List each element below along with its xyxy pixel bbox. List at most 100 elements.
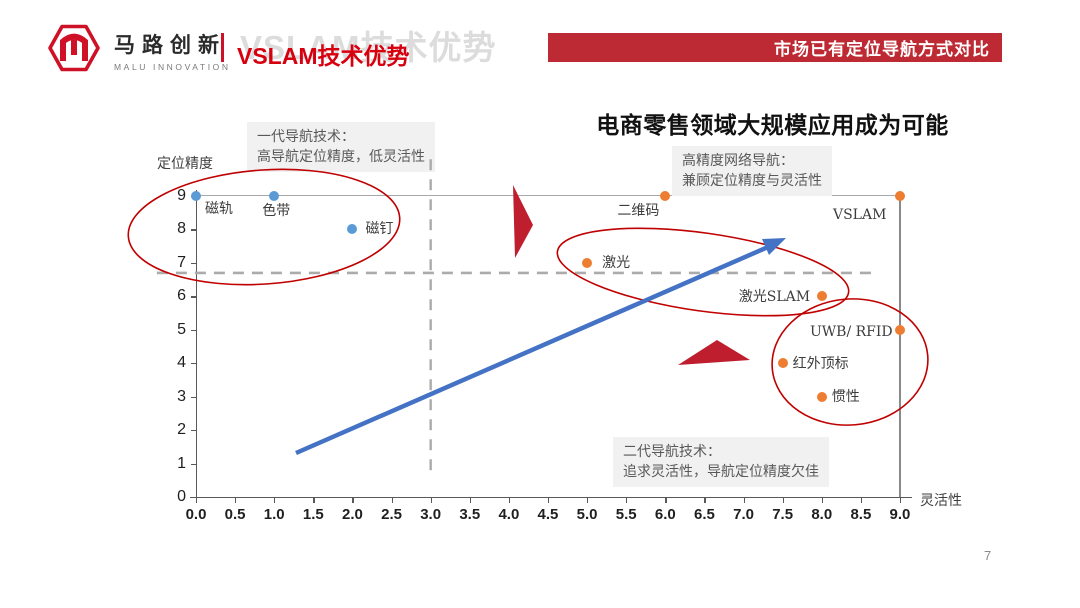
x-tick-mark — [704, 498, 706, 503]
y-tick-label: 5 — [177, 320, 186, 338]
annotation-line: 一代导航技术： — [257, 129, 355, 145]
data-point-label: 红外顶标 — [792, 356, 849, 373]
x-tick-label: 1.0 — [263, 506, 285, 523]
up-pointing-triangle — [678, 340, 750, 365]
title-divider — [221, 33, 224, 62]
x-tick-label: 1.5 — [302, 506, 324, 523]
data-point-label: 激光SLAM — [738, 289, 811, 306]
page-number: 7 — [984, 548, 992, 563]
y-tick-label: 2 — [177, 421, 186, 439]
y-tick-mark — [191, 196, 196, 198]
y-tick-mark — [191, 329, 196, 331]
x-tick-mark — [274, 498, 276, 503]
chart-title: 电商零售领域大规模应用成为可能 — [596, 112, 949, 139]
annotation-high-precision: 高精度网络导航： 兼顾定位精度与灵活性 — [672, 146, 832, 196]
x-tick-label: 6.0 — [654, 506, 676, 523]
y-tick-label: 6 — [177, 287, 186, 305]
y-tick-mark — [191, 296, 196, 298]
y-tick-mark — [191, 396, 196, 398]
x-tick-mark — [313, 498, 315, 503]
data-point-label: 激光 — [602, 254, 631, 271]
x-axis-label: 灵活性 — [920, 493, 962, 509]
x-tick-mark — [508, 498, 511, 503]
x-tick-label: 0.0 — [185, 506, 207, 523]
data-point-label: 磁轨 — [205, 201, 233, 217]
trend-arrow-head — [762, 238, 786, 255]
y-tick-label: 8 — [177, 220, 186, 238]
data-point-label: 磁钉 — [365, 221, 394, 238]
x-tick-mark — [821, 498, 823, 503]
x-tick-label: 4.5 — [537, 506, 559, 523]
x-tick-mark — [235, 498, 237, 503]
annotation-line: 追求灵活性，导航定位精度欠佳 — [623, 464, 819, 480]
x-tick-label: 5.0 — [576, 506, 598, 523]
x-tick-label: 9.0 — [889, 506, 911, 523]
data-point-红外顶标 — [777, 358, 788, 369]
annotation-second-gen: 二代导航技术： 追求灵活性，导航定位精度欠佳 — [613, 437, 829, 487]
plot-right-border — [899, 196, 901, 497]
plot-top-border — [196, 195, 900, 197]
data-point-label: VSLAM — [832, 207, 887, 223]
x-tick-label: 0.5 — [224, 506, 246, 523]
x-tick-mark — [626, 498, 628, 503]
x-tick-mark — [665, 498, 667, 503]
y-tick-mark — [191, 463, 196, 465]
annotation-first-gen: 一代导航技术： 高导航定位精度，低灵活性 — [247, 122, 435, 172]
y-tick-mark — [191, 229, 196, 231]
x-tick-label: 7.0 — [733, 506, 754, 523]
x-axis-line — [190, 497, 912, 499]
y-tick-mark — [191, 430, 196, 432]
x-tick-label: 4.0 — [498, 506, 520, 523]
y-tick-label: 4 — [177, 354, 186, 372]
y-tick-label: 3 — [177, 387, 186, 405]
x-tick-label: 5.5 — [615, 506, 637, 523]
y-tick-label: 9 — [177, 187, 186, 204]
annotation-line: 兼顾定位精度与灵活性 — [682, 173, 822, 189]
x-tick-mark — [899, 498, 902, 503]
brand-subtitle: MALU INNOVATION — [114, 62, 231, 72]
data-point-label: 二维码 — [617, 203, 660, 219]
y-tick-label: 0 — [177, 488, 186, 505]
data-point-label: UWB/ RFID — [809, 323, 893, 340]
x-tick-label: 3.5 — [459, 506, 481, 523]
x-tick-label: 6.5 — [694, 506, 715, 523]
x-tick-mark — [782, 498, 784, 503]
x-tick-mark — [587, 498, 589, 503]
y-tick-mark — [191, 363, 196, 365]
data-point-激光SLAM — [816, 291, 827, 302]
x-tick-mark — [352, 498, 354, 503]
data-point-惯性 — [816, 391, 827, 402]
y-tick-mark — [191, 262, 196, 265]
y-axis-line — [196, 190, 198, 497]
y-axis-label: 定位精度 — [157, 156, 213, 172]
data-point-磁钉 — [347, 224, 358, 235]
x-tick-mark — [391, 498, 393, 503]
second-gen-group-ellipse — [771, 298, 929, 426]
page-title: VSLAM技术优势 — [237, 43, 410, 69]
section-banner: 市场已有定位导航方式对比 — [548, 33, 1002, 62]
logo-icon — [46, 20, 102, 81]
y-tick-label: 7 — [177, 253, 186, 271]
x-tick-label: 3.0 — [420, 506, 442, 523]
x-tick-label: 2.5 — [381, 506, 402, 523]
x-tick-mark — [196, 498, 198, 503]
x-tick-mark — [743, 498, 745, 503]
x-tick-label: 2.0 — [342, 506, 363, 523]
x-tick-mark — [547, 498, 550, 503]
annotation-line: 二代导航技术： — [623, 444, 721, 460]
data-point-激光 — [582, 257, 593, 268]
laser-group-ellipse — [556, 227, 850, 317]
annotation-line: 高导航定位精度，低灵活性 — [257, 149, 425, 165]
x-tick-label: 8.0 — [811, 506, 833, 523]
data-point-label: 惯性 — [831, 388, 860, 405]
data-point-label: 色带 — [262, 203, 291, 219]
brand-name: 马路创新 — [114, 32, 226, 57]
trend-arrow-line — [295, 244, 769, 456]
x-tick-mark — [860, 498, 863, 503]
x-tick-label: 8.5 — [850, 506, 872, 523]
y-tick-mark — [191, 497, 196, 499]
title-watermark: VSLAM技术优势 — [240, 29, 497, 66]
x-tick-mark — [430, 498, 432, 503]
x-tick-mark — [469, 498, 471, 503]
